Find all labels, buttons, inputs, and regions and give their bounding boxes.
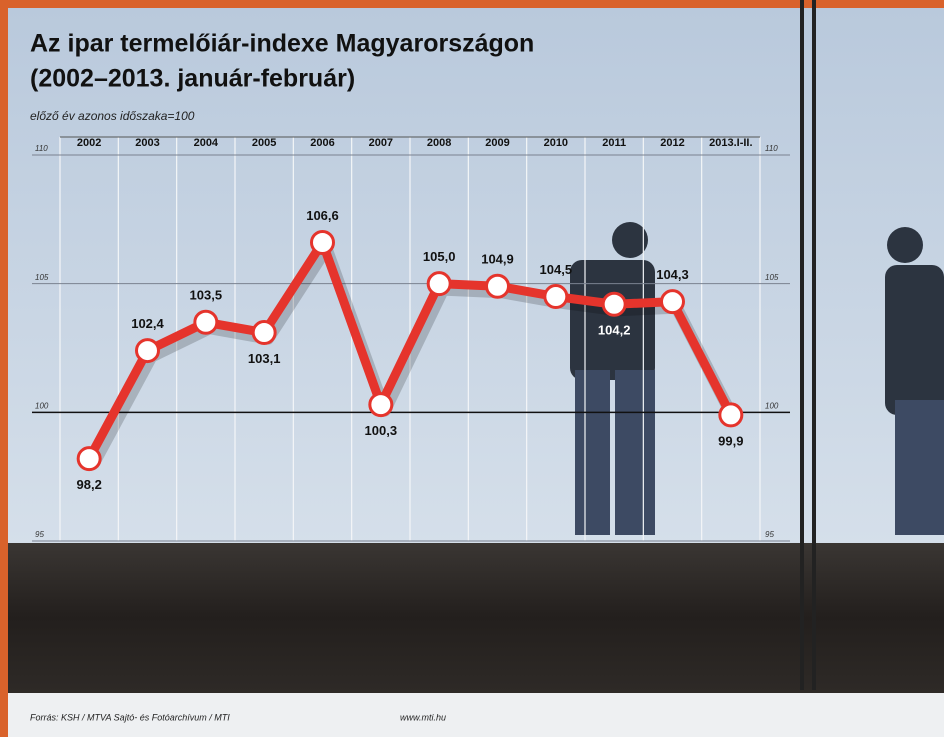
value-label: 104,9 [481,252,514,267]
y-tick-label: 110 [765,144,778,153]
x-tick-label: 2004 [194,137,219,149]
value-label: 106,6 [306,208,339,223]
value-label: 105,0 [423,249,456,264]
value-label: 100,3 [365,423,398,438]
point [720,404,742,426]
point [603,293,625,315]
point [487,275,509,297]
x-tick-label: 2011 [602,137,626,149]
page: {"chart_data": {"type": "line", "title":… [0,0,944,737]
chart-title: Az ipar termelőiár-indexe Magyarországon [30,30,534,58]
chart: Az ipar termelőiár-indexe Magyarországon… [0,0,944,737]
x-tick-label: 2005 [252,137,276,149]
point [662,291,684,313]
point [545,286,567,308]
point [78,448,100,470]
value-label: 103,5 [190,288,223,303]
y-tick-label: 100 [765,401,779,410]
y-tick-label: 95 [35,530,44,539]
value-label: 104,5 [540,262,573,277]
value-label: 98,2 [77,477,102,492]
value-label: 103,1 [248,351,281,366]
value-label: 102,4 [131,316,164,331]
point [312,231,334,253]
x-tick-label: 2007 [369,137,393,149]
chart-title: (2002–2013. január-február) [30,65,355,93]
website: www.mti.hu [400,712,446,722]
subtitle: előző év azonos időszaka=100 [30,109,195,123]
point [370,394,392,416]
y-tick-label: 105 [765,273,779,282]
x-tick-label: 2002 [77,137,101,149]
point [253,322,275,344]
x-tick-label: 2013.I-II. [709,137,752,149]
x-tick-label: 2003 [135,137,159,149]
point [428,273,450,295]
x-tick-label: 2006 [310,137,334,149]
value-label: 104,3 [656,267,689,282]
y-tick-label: 95 [765,530,774,539]
value-label: 99,9 [718,433,743,448]
y-tick-label: 100 [35,401,49,410]
point [137,340,159,362]
x-tick-label: 2010 [544,137,568,149]
x-tick-label: 2008 [427,137,451,149]
y-tick-label: 105 [35,273,49,282]
x-tick-label: 2009 [485,137,509,149]
y-tick-label: 110 [35,144,48,153]
point [195,311,217,333]
source: Forrás: KSH / MTVA Sajtó- és Fotóarchívu… [30,712,230,722]
value-label: 104,2 [598,323,631,338]
x-tick-label: 2012 [660,137,684,149]
